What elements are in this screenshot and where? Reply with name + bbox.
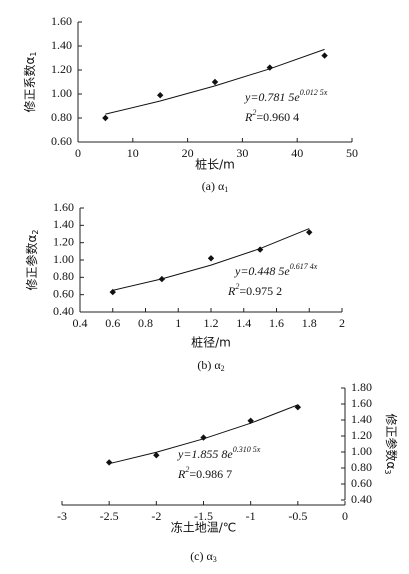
y-axis-label-sub: 2 xyxy=(31,229,40,234)
r-squared-value: =0.975 2 xyxy=(239,284,282,298)
x-tick-label: 0.4 xyxy=(73,316,88,330)
caption-sub: 2 xyxy=(221,364,225,373)
x-tick-label: -2.5 xyxy=(100,509,119,523)
y-tick-label: 1.00 xyxy=(351,444,372,458)
y-tick-label: 0.40 xyxy=(53,304,74,318)
r-squared-exponent: 2 xyxy=(252,108,256,117)
equation-base: y=0.781 5e xyxy=(244,90,300,104)
y-axis-label: 修正参数α3 xyxy=(384,413,400,474)
x-axis-label: 桩长/m xyxy=(195,157,235,172)
y-tick-label: 1.60 xyxy=(351,396,372,410)
x-tick-label: 1 xyxy=(175,316,181,330)
x-tick-label: 0.8 xyxy=(138,316,153,330)
caption-text: (a) α xyxy=(202,179,225,193)
equation-exponent: 0.012 5x xyxy=(300,88,328,97)
caption-sub: 3 xyxy=(213,555,217,564)
r-squared: R2=0.960 4 xyxy=(244,108,299,124)
equation-exponent: 0.617 4x xyxy=(290,262,318,271)
y-tick-label: 0.60 xyxy=(351,476,372,490)
x-tick-label: 0 xyxy=(342,509,348,523)
y-tick-label: 1.40 xyxy=(351,412,372,426)
y-axis-label: 修正参数α2 xyxy=(24,229,40,290)
data-point xyxy=(153,452,160,459)
y-tick-label: 1.20 xyxy=(351,428,372,442)
x-axis-label: 桩径/m xyxy=(191,335,231,350)
equation: y=0.448 5e0.617 4x xyxy=(234,262,318,278)
caption: (b) α2 xyxy=(197,358,224,373)
trend-line xyxy=(105,48,325,115)
y-tick-label: 0.80 xyxy=(53,269,74,283)
data-point xyxy=(306,229,313,236)
x-axis-label: 冻土地温/℃ xyxy=(171,520,237,535)
y-axis-label: 修正系数α1 xyxy=(22,51,38,112)
y-tick-label: 0.80 xyxy=(51,110,72,124)
r-squared-value: =0.986 7 xyxy=(189,467,232,481)
r-squared-exponent: 2 xyxy=(235,282,239,291)
x-tick-label: 1.6 xyxy=(269,316,284,330)
y-tick-label: 1.20 xyxy=(51,62,72,76)
equation-base: y=1.855 8e xyxy=(177,447,233,461)
x-tick-label: 1.8 xyxy=(302,316,317,330)
x-tick-label: -0.5 xyxy=(288,509,307,523)
y-tick-label: 0.40 xyxy=(351,492,372,506)
y-axis-label-text: 修正参数α xyxy=(24,235,39,291)
equation: y=0.781 5e0.012 5x xyxy=(244,88,328,104)
r-squared: R2=0.986 7 xyxy=(177,465,232,481)
y-tick-label: 1.40 xyxy=(51,38,72,52)
data-point xyxy=(321,52,328,59)
caption-sub: 1 xyxy=(224,185,228,194)
y-tick-label: 0.80 xyxy=(351,460,372,474)
data-point xyxy=(102,114,109,122)
x-tick-label: 20 xyxy=(182,146,194,160)
x-tick-label: 0 xyxy=(75,146,81,160)
y-axis-label-text: 修正参数α xyxy=(385,413,400,469)
x-tick-label: 0.6 xyxy=(105,316,120,330)
x-tick-label: 10 xyxy=(127,146,139,160)
caption-text: (c) α xyxy=(190,549,213,563)
y-axis-label-text: 修正系数α xyxy=(22,57,37,113)
equation-base: y=0.448 5e xyxy=(234,264,290,278)
r-squared: R2=0.975 2 xyxy=(227,282,282,298)
y-tick-label: 1.60 xyxy=(51,14,72,28)
r-squared-symbol: R xyxy=(177,467,186,481)
caption-text: (b) α xyxy=(197,358,221,372)
y-tick-label: 0.60 xyxy=(53,286,74,300)
x-tick-label: -3 xyxy=(57,509,67,523)
data-point xyxy=(207,255,215,262)
caption: (a) α1 xyxy=(202,179,229,194)
x-tick-label: 50 xyxy=(346,146,358,160)
y-tick-label: 1.80 xyxy=(351,380,372,394)
trend-line xyxy=(112,228,310,291)
r-squared-symbol: R xyxy=(227,284,236,298)
x-tick-label: 30 xyxy=(236,146,248,160)
y-tick-label: 1.20 xyxy=(53,234,74,248)
r-squared-exponent: 2 xyxy=(185,465,189,474)
y-axis-label-sub: 1 xyxy=(29,51,38,56)
equation-exponent: 0.310 5x xyxy=(233,445,261,454)
data-point xyxy=(105,459,113,466)
y-tick-label: 0.60 xyxy=(51,134,72,148)
caption: (c) α3 xyxy=(190,549,217,564)
x-tick-label: 1.2 xyxy=(204,316,219,330)
y-axis-label-sub: 3 xyxy=(384,469,393,474)
y-tick-label: 1.40 xyxy=(53,217,74,231)
trend-line xyxy=(109,404,299,465)
x-tick-label: 1.4 xyxy=(236,316,251,330)
r-squared-value: =0.960 4 xyxy=(256,110,299,124)
y-tick-label: 1.00 xyxy=(53,252,74,266)
data-point xyxy=(211,78,219,86)
y-tick-label: 1.60 xyxy=(53,200,74,214)
r-squared-symbol: R xyxy=(244,110,253,124)
x-tick-label: -2 xyxy=(151,509,161,523)
x-tick-label: 2 xyxy=(339,316,345,330)
x-tick-label: 40 xyxy=(291,146,303,160)
data-point xyxy=(157,92,164,99)
y-tick-label: 1.00 xyxy=(51,86,72,100)
x-tick-label: -1 xyxy=(246,509,256,523)
equation: y=1.855 8e0.310 5x xyxy=(177,445,261,461)
x-tick-label: -1.5 xyxy=(194,509,213,523)
